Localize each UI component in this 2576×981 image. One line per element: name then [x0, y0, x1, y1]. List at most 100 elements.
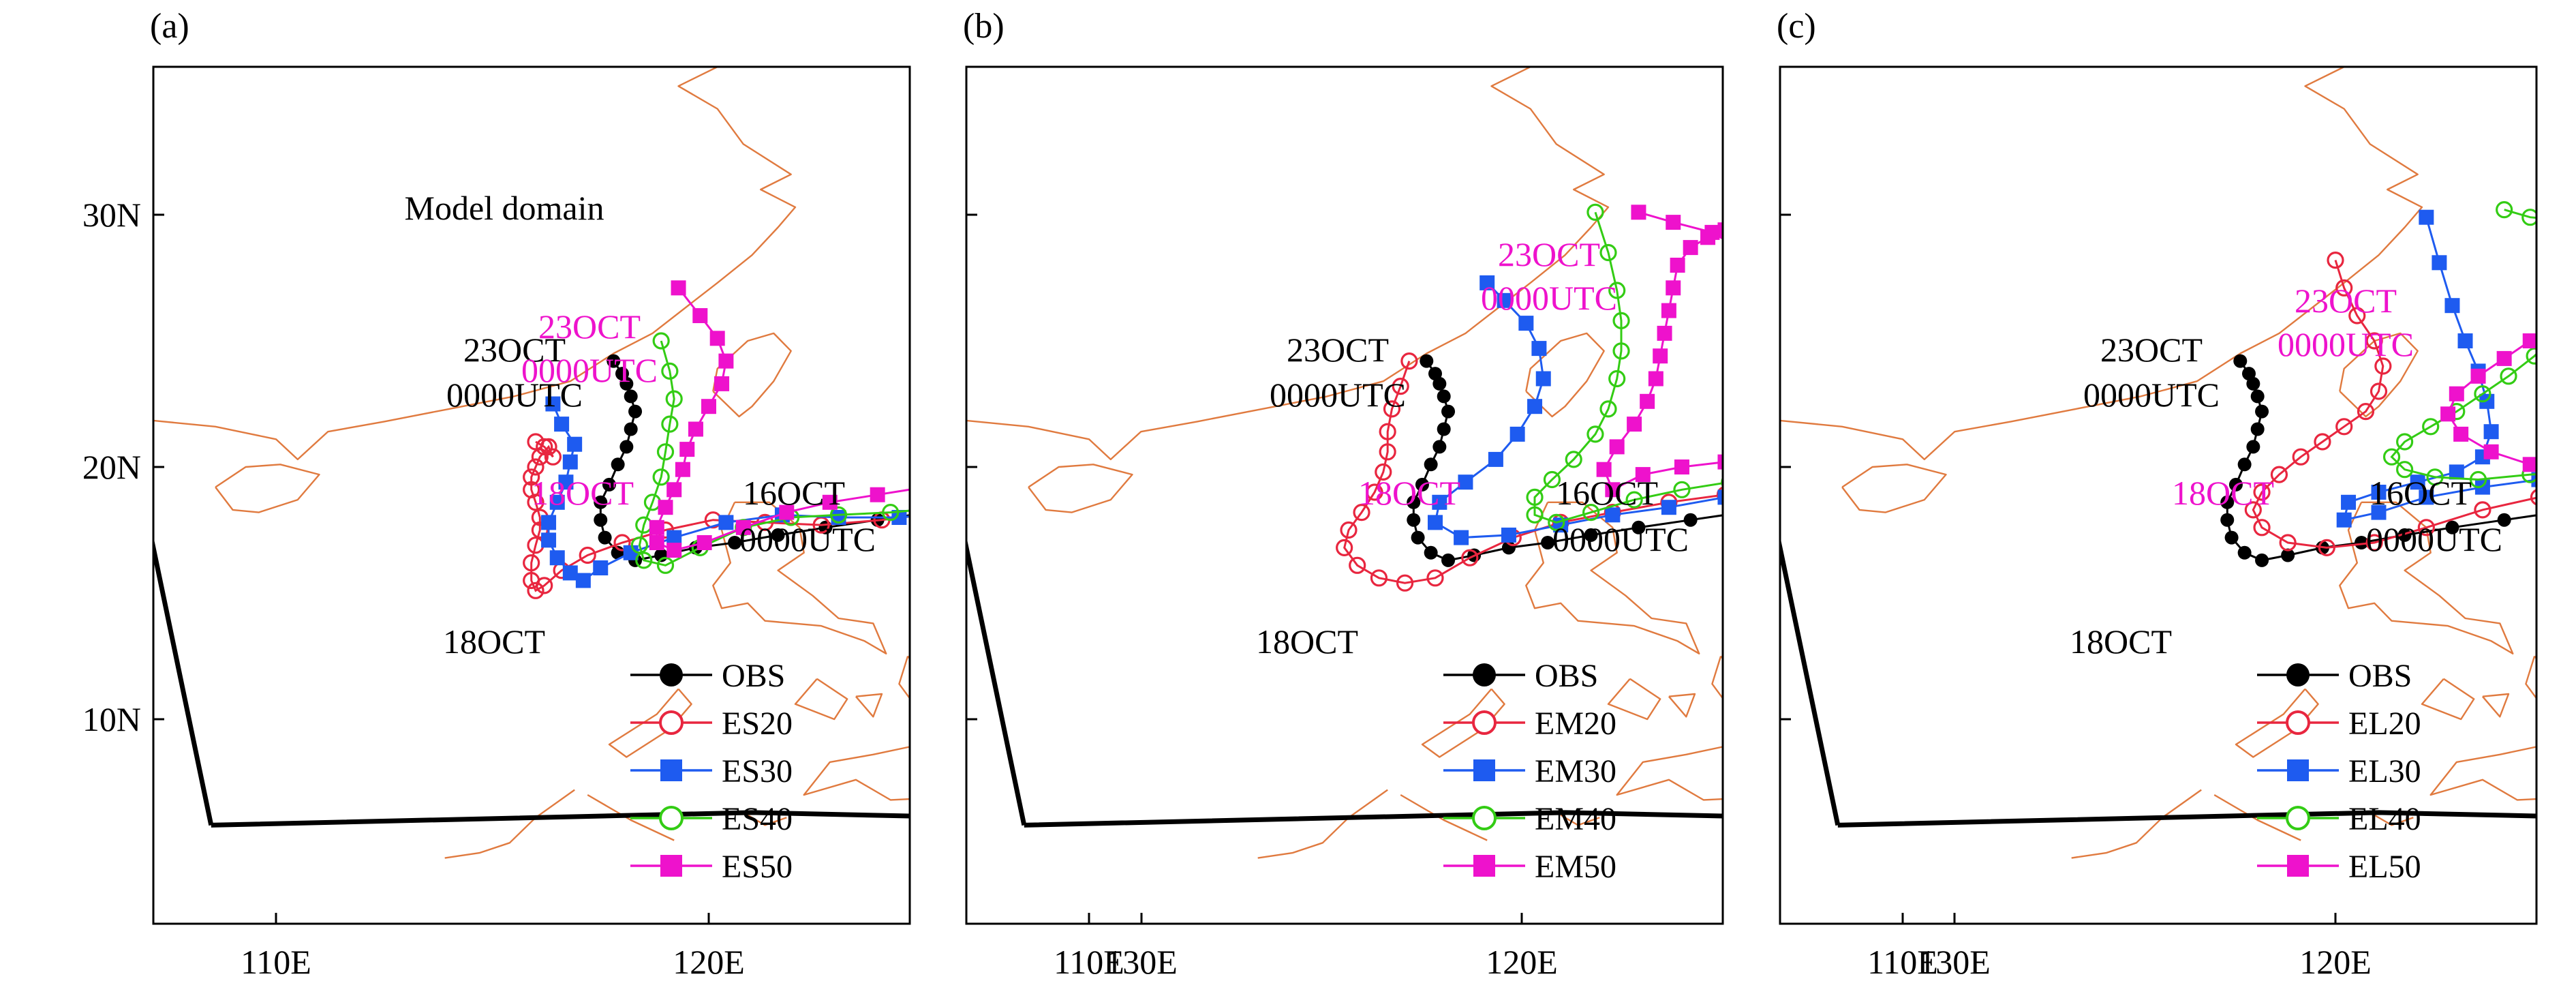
- data-point: [923, 506, 936, 519]
- data-point: [1400, 352, 1418, 370]
- data-point: [679, 442, 695, 457]
- data-point: [2244, 501, 2262, 519]
- data-point: [523, 468, 540, 486]
- data-point: [1336, 539, 1353, 557]
- annotation-model-end-time: 0000UTC: [1481, 279, 1617, 317]
- data-point: [1461, 549, 1479, 567]
- data-point: [870, 487, 885, 502]
- data-point: [2497, 513, 2511, 527]
- legend-label: OBS: [1535, 658, 1598, 694]
- data-point: [1031, 496, 1045, 509]
- x-tick-label: 120E: [673, 943, 745, 981]
- data-point: [536, 438, 553, 456]
- data-point: [1407, 513, 1421, 527]
- coastline: [1124, 63, 1574, 185]
- data-point: [1640, 393, 1655, 409]
- data-point: [1586, 203, 1604, 221]
- data-point: [2530, 489, 2536, 506]
- data-point: [2046, 510, 2061, 525]
- coastline: [2525, 655, 2536, 700]
- coastline: [747, 814, 787, 826]
- data-point: [666, 482, 682, 498]
- data-point: [1586, 425, 1604, 443]
- track-ES20: [523, 433, 910, 599]
- data-point: [1631, 205, 1646, 220]
- data-point: [1951, 495, 1966, 510]
- coastline: [712, 501, 887, 654]
- data-point: [1957, 508, 1970, 522]
- data-point: [1548, 513, 1565, 532]
- data-point: [671, 280, 686, 296]
- data-point: [1625, 491, 1643, 509]
- data-point: [688, 421, 703, 437]
- data-point: [1340, 521, 1358, 539]
- data-point: [1366, 483, 1383, 501]
- legend-marker: [2287, 759, 2309, 781]
- data-point: [665, 390, 683, 408]
- data-point: [1735, 235, 1750, 250]
- data-point: [2004, 502, 2019, 517]
- annotation-mid-obs: 18OCT: [1256, 622, 1358, 661]
- data-point: [1761, 457, 1776, 472]
- legend-marker: [2286, 663, 2310, 686]
- data-point: [2314, 433, 2331, 451]
- data-point: [549, 550, 565, 566]
- coastline: [2374, 814, 2414, 826]
- data-point: [2417, 519, 2435, 537]
- data-point: [1130, 495, 1145, 510]
- domain-boundary: [966, 536, 1027, 826]
- data-point: [1392, 377, 1409, 395]
- data-point: [593, 560, 609, 575]
- data-point: [1527, 399, 1543, 414]
- data-point: [1441, 404, 1456, 419]
- data-point: [661, 415, 679, 433]
- data-point: [882, 503, 900, 522]
- data-point: [1479, 275, 1495, 290]
- annotation-mid-obs: 18OCT: [443, 622, 545, 661]
- coastline: [1400, 794, 1488, 841]
- data-point: [2549, 326, 2564, 341]
- data-point: [2382, 448, 2401, 466]
- data-point: [2566, 303, 2576, 318]
- data-point: [779, 504, 795, 520]
- annotation-mid-model: 18OCT: [2172, 474, 2274, 512]
- data-point: [718, 353, 734, 369]
- data-point: [615, 367, 629, 381]
- panel-frame: [965, 65, 1724, 925]
- data-point: [579, 546, 596, 564]
- panel-frame: [152, 65, 911, 925]
- data-point: [1379, 423, 1396, 440]
- data-point: [2396, 461, 2414, 479]
- data-point: [1411, 530, 1425, 545]
- annotation-start-date: 16OCT: [2370, 474, 2472, 512]
- data-point: [2396, 433, 2414, 451]
- data-point: [1999, 505, 2014, 520]
- data-point: [1991, 505, 2006, 520]
- data-point: [527, 582, 545, 599]
- track-line: [530, 440, 910, 592]
- data-point: [2553, 212, 2568, 227]
- data-point: [2449, 386, 2464, 402]
- data-point: [594, 495, 608, 509]
- data-point: [2365, 534, 2383, 552]
- legend-label: ES50: [722, 849, 793, 885]
- data-point: [623, 545, 639, 560]
- legend-marker: [1472, 710, 1497, 735]
- data-point: [1804, 464, 1819, 479]
- track-line: [2447, 335, 2536, 467]
- track-ES50: [649, 280, 1145, 558]
- coastline: [215, 464, 320, 513]
- legend-label: EM20: [1535, 706, 1616, 742]
- data-point: [1670, 258, 1685, 273]
- data-point: [1199, 515, 1213, 529]
- annotation-obs-end-time: 0000UTC: [1270, 376, 1406, 414]
- coastline: [1245, 114, 1340, 134]
- data-point: [558, 474, 574, 490]
- data-point: [1653, 348, 1668, 364]
- coastline: [2421, 678, 2475, 721]
- data-point: [1683, 513, 1698, 527]
- domain-boundary: [211, 19, 1522, 38]
- data-point: [656, 556, 675, 574]
- data-point: [1852, 474, 1867, 489]
- data-point: [1717, 454, 1723, 470]
